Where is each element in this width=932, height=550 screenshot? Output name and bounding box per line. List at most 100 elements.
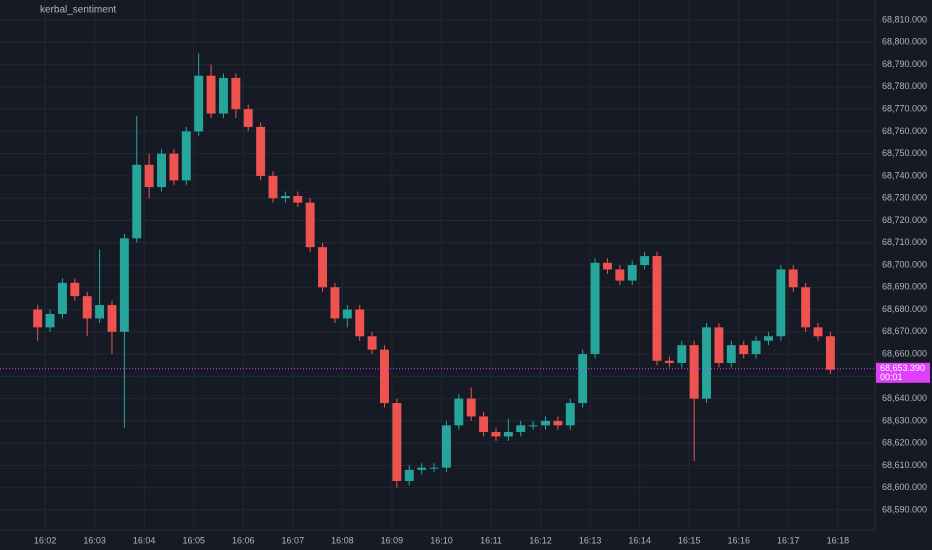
y-tick-label: 68,590.000 — [882, 504, 927, 514]
candle-body — [652, 256, 662, 361]
candle-body — [454, 398, 464, 426]
candle-body — [503, 432, 513, 437]
candle-body — [57, 282, 67, 314]
candle-body — [825, 336, 835, 370]
candle-body — [342, 309, 352, 319]
y-tick-label: 68,680.000 — [882, 304, 927, 314]
x-tick-label: 16:03 — [83, 535, 106, 545]
candle-body — [664, 360, 674, 363]
candle-body — [677, 345, 687, 363]
candle-body — [206, 75, 216, 114]
y-tick-label: 68,750.000 — [882, 148, 927, 158]
countdown-label: 00:01 — [880, 372, 903, 382]
candle-body — [119, 238, 129, 332]
x-tick-label: 16:07 — [282, 535, 305, 545]
y-tick-label: 68,790.000 — [882, 59, 927, 69]
candle-body — [516, 425, 526, 433]
x-tick-label: 16:05 — [182, 535, 205, 545]
candle-body — [82, 296, 92, 319]
y-tick-label: 68,640.000 — [882, 393, 927, 403]
candle-body — [640, 256, 650, 265]
last-price-label: 68,653.390 — [880, 363, 925, 373]
y-tick-label: 68,720.000 — [882, 215, 927, 225]
candle-body — [218, 77, 228, 114]
x-tick-label: 16:16 — [727, 535, 750, 545]
candle-body — [590, 262, 600, 355]
candle-body — [491, 432, 501, 437]
candle-body — [801, 287, 811, 328]
chart-title: kerbal_sentiment — [40, 5, 116, 16]
candle-body — [441, 425, 451, 468]
x-tick-label: 16:12 — [529, 535, 552, 545]
x-tick-label: 16:15 — [678, 535, 701, 545]
x-tick-label: 16:09 — [381, 535, 404, 545]
y-tick-label: 68,730.000 — [882, 193, 927, 203]
x-tick-label: 16:02 — [34, 535, 57, 545]
x-tick-label: 16:11 — [480, 535, 502, 545]
candle-body — [194, 75, 204, 132]
y-tick-label: 68,620.000 — [882, 438, 927, 448]
x-tick-label: 16:10 — [430, 535, 453, 545]
y-tick-label: 68,740.000 — [882, 170, 927, 180]
y-tick-label: 68,700.000 — [882, 259, 927, 269]
candles — [0, 53, 875, 488]
candle-body — [541, 420, 550, 426]
y-tick-label: 68,800.000 — [882, 37, 927, 47]
candle-body — [280, 195, 290, 199]
candle-body — [169, 153, 179, 181]
candle-body — [33, 309, 43, 328]
x-tick-label: 16:18 — [827, 535, 850, 545]
candle-body — [70, 282, 80, 297]
candle-body — [578, 354, 588, 404]
candle-body — [466, 398, 476, 417]
candle-body — [293, 195, 303, 203]
candle-body — [553, 420, 563, 426]
y-tick-label: 68,810.000 — [882, 14, 927, 24]
candle-body — [702, 327, 711, 399]
candle-body — [615, 269, 625, 281]
candle-body — [355, 309, 365, 337]
candle-body — [813, 327, 823, 337]
candle-body — [305, 202, 315, 248]
candle-body — [330, 287, 340, 319]
grid — [0, 0, 875, 530]
y-tick-label: 68,760.000 — [882, 126, 927, 136]
candle-body — [231, 77, 241, 110]
axis-labels: 68,590.000 68,600.000 68,610.000 68,620.000… — [34, 14, 930, 545]
candle-body — [392, 403, 402, 482]
candle-body — [318, 247, 328, 288]
candle-body — [726, 345, 736, 363]
y-tick-label: 68,610.000 — [882, 460, 927, 470]
candle-body — [268, 175, 278, 199]
candle-body — [95, 305, 105, 319]
y-tick-label: 68,630.000 — [882, 415, 927, 425]
x-tick-label: 16:08 — [331, 535, 354, 545]
candle-body — [243, 109, 253, 127]
candle-body — [404, 469, 414, 482]
candle-body — [45, 313, 55, 328]
candle-body — [144, 164, 154, 188]
candle-body — [739, 345, 749, 355]
candle-body — [479, 416, 489, 433]
x-tick-label: 16:14 — [628, 535, 651, 545]
candle-body — [181, 131, 191, 181]
candle-body — [256, 126, 266, 176]
y-tick-label: 68,710.000 — [882, 237, 927, 247]
candle-body — [627, 265, 637, 281]
candle-body — [751, 340, 761, 355]
last-price-tag — [876, 362, 930, 383]
x-tick-label: 16:04 — [133, 535, 156, 545]
x-tick-label: 16:06 — [232, 535, 255, 545]
candle-body — [380, 349, 389, 404]
candle-body — [689, 345, 699, 399]
candle-body — [764, 336, 773, 341]
candle-body — [107, 305, 117, 332]
candle-body — [776, 269, 786, 337]
candle-body — [157, 153, 166, 188]
candle-body — [602, 262, 612, 270]
candle-body — [132, 164, 142, 239]
y-tick-label: 68,770.000 — [882, 103, 927, 113]
y-tick-label: 68,600.000 — [882, 482, 927, 492]
